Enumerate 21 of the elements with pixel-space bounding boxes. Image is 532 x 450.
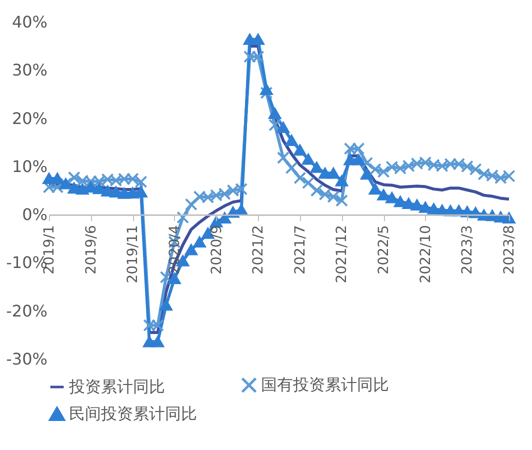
x-tick-label: 2021/7 [292,225,308,274]
y-tick-label: 20% [12,108,48,128]
x-tick-label: 2019/6 [83,224,100,274]
x-tick-label: 2019/11 [125,225,142,284]
y-tick-label: -20% [6,301,48,320]
x-tick-label: 2023/8 [502,225,518,274]
legend-label: 民间投资累计同比 [69,404,197,423]
y-tick-label: 30% [12,60,48,80]
legend-label: 国有投资累计同比 [261,375,389,394]
x-tick-label: 2020/9 [208,225,225,274]
x-tick-label: 2023/3 [460,225,476,274]
legend-label: 投资累计同比 [68,377,165,396]
x-tick-label: 2022/10 [418,225,434,284]
y-tick-label: -30% [6,350,48,368]
x-tick-label: 2020/4 [166,224,183,274]
y-tick-label: 10% [12,156,48,176]
x-tick-label: 2022/5 [376,225,392,274]
x-tick-label: 2021/2 [250,225,267,274]
y-tick-label: 40% [12,12,48,32]
y-tick-label: 0% [22,205,48,224]
x-tick-label: 2021/12 [334,225,350,284]
